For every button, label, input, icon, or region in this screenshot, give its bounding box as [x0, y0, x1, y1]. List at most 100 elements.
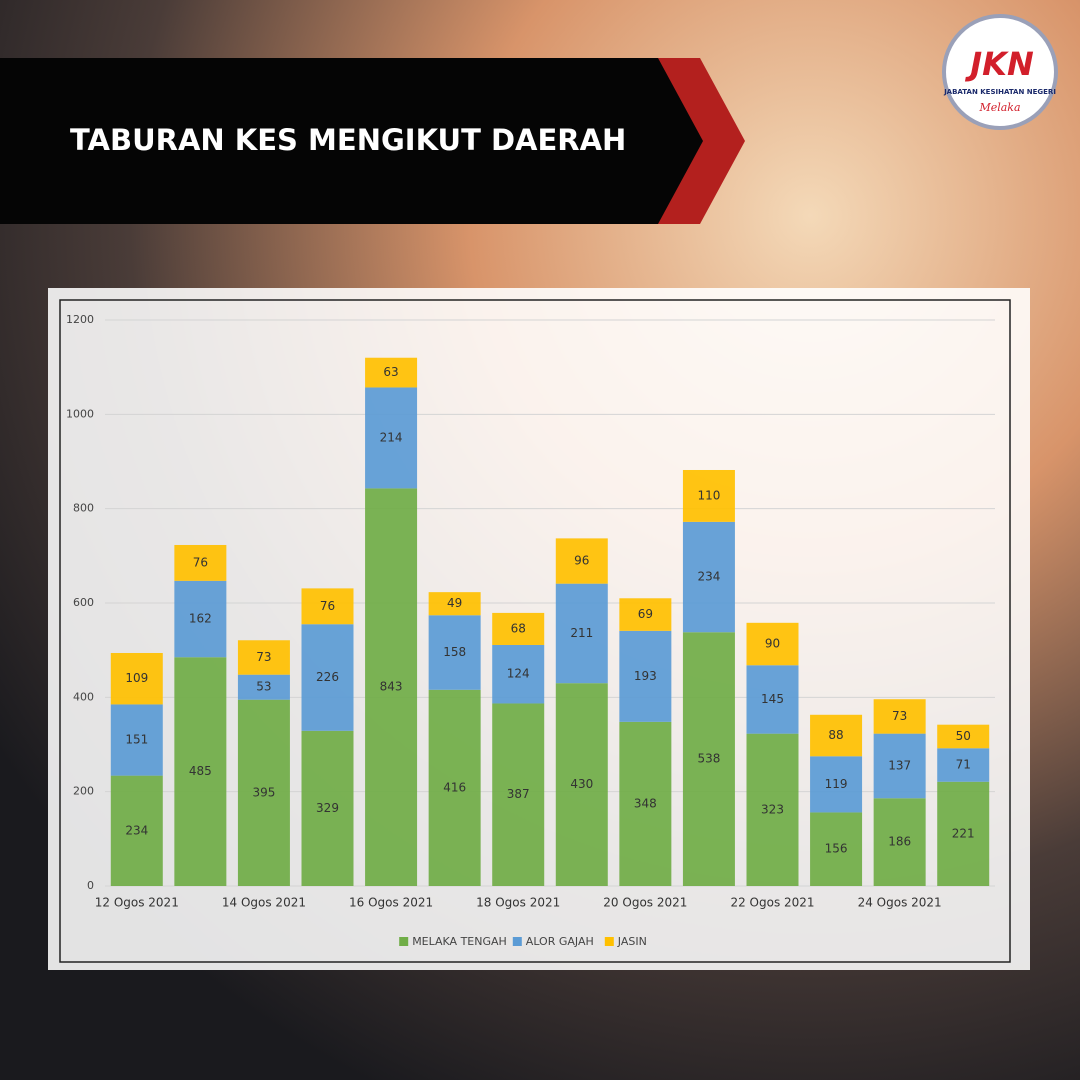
value-label: 109: [125, 671, 148, 685]
bar-segment: [174, 657, 227, 886]
value-label: 50: [956, 729, 971, 743]
bar-segment: [301, 588, 354, 625]
legend-swatch: [512, 937, 522, 946]
bar-segment: [619, 630, 672, 722]
value-label: 221: [952, 826, 975, 840]
value-label: 137: [888, 758, 911, 772]
value-label: 193: [634, 669, 657, 683]
bar-segment: [237, 699, 290, 886]
value-label: 49: [447, 596, 462, 610]
x-tick-label: 12 Ogos 2021: [95, 896, 179, 910]
bar-segment: [301, 730, 354, 886]
bar-segment: [937, 748, 990, 782]
bar-segment: [937, 724, 990, 749]
value-label: 158: [443, 645, 466, 659]
bar-segment: [174, 580, 227, 658]
value-label: 485: [189, 764, 212, 778]
legend-swatch: [399, 937, 409, 946]
logo-mark: JKN: [964, 45, 1034, 83]
logo-name: JABATAN KESIHATAN NEGERI: [943, 88, 1056, 96]
value-label: 387: [507, 787, 530, 801]
value-label: 156: [825, 842, 848, 856]
x-tick-label: 16 Ogos 2021: [349, 896, 433, 910]
value-label: 329: [316, 801, 339, 815]
bar-segment: [810, 756, 863, 813]
x-tick-label: 14 Ogos 2021: [222, 896, 306, 910]
bar-segment: [492, 644, 545, 704]
value-label: 843: [380, 680, 403, 694]
value-label: 323: [761, 802, 784, 816]
y-tick-label: 600: [73, 596, 94, 609]
bar-segment: [365, 488, 418, 886]
bar-segment: [365, 387, 418, 489]
value-label: 430: [570, 777, 593, 791]
bar-segment: [174, 544, 227, 581]
y-tick-label: 400: [73, 690, 94, 703]
x-tick-label: 20 Ogos 2021: [603, 896, 687, 910]
value-label: 145: [761, 692, 784, 706]
bar-segment: [937, 781, 990, 886]
value-label: 348: [634, 796, 657, 810]
legend-swatch: [604, 937, 614, 946]
legend-label: MELAKA TENGAH: [412, 935, 507, 948]
value-label: 110: [697, 488, 720, 502]
value-label: 69: [638, 607, 653, 621]
bar-segment: [365, 357, 418, 388]
value-label: 151: [125, 733, 148, 747]
logo: [942, 14, 1058, 130]
value-label: 71: [956, 758, 971, 772]
bar-segment: [619, 721, 672, 886]
value-label: 234: [697, 570, 720, 584]
value-label: 68: [511, 621, 526, 635]
logo-state: Melaka: [978, 101, 1020, 114]
value-label: 63: [383, 365, 398, 379]
value-label: 416: [443, 780, 466, 794]
bar-segment: [237, 640, 290, 675]
bar-segment: [492, 612, 545, 645]
title: TABURAN KES MENGIKUT DAERAH: [70, 123, 626, 157]
legend-label: JASIN: [617, 935, 647, 948]
bar-segment: [873, 798, 926, 886]
value-label: 53: [256, 680, 271, 694]
chart-border: [59, 299, 1011, 963]
bar-segment: [682, 469, 735, 522]
bar-segment: [555, 538, 608, 584]
bar-segment: [110, 652, 163, 705]
value-label: 395: [252, 785, 275, 799]
bar-segment: [301, 624, 354, 731]
bar-segment: [873, 699, 926, 734]
y-tick-label: 800: [73, 502, 94, 515]
y-tick-label: 0: [87, 879, 94, 892]
legend-label: ALOR GAJAH: [526, 935, 594, 948]
value-label: 90: [765, 637, 780, 651]
bar-segment: [492, 703, 545, 886]
bar-segment: [555, 683, 608, 886]
bar-segment: [619, 598, 672, 631]
bar-segment: [428, 592, 481, 616]
y-tick-label: 1200: [66, 313, 94, 326]
value-label: 162: [189, 612, 212, 626]
value-label: 538: [697, 752, 720, 766]
x-tick-label: 22 Ogos 2021: [730, 896, 814, 910]
bar-segment: [810, 812, 863, 886]
y-tick-label: 200: [73, 785, 94, 798]
value-label: 88: [828, 728, 843, 742]
value-label: 96: [574, 554, 589, 568]
bar-segment: [110, 704, 163, 776]
bar-segment: [110, 775, 163, 886]
bar-segment: [873, 733, 926, 799]
bar-segment: [746, 665, 799, 734]
value-label: 211: [570, 626, 593, 640]
value-label: 76: [193, 555, 208, 569]
x-tick-label: 18 Ogos 2021: [476, 896, 560, 910]
bar-segment: [428, 615, 481, 690]
bar-segment: [810, 714, 863, 757]
bar-segment: [555, 583, 608, 684]
x-tick-label: 24 Ogos 2021: [858, 896, 942, 910]
value-label: 214: [380, 430, 403, 444]
banner: [0, 58, 703, 224]
value-label: 186: [888, 835, 911, 849]
bar-segment: [428, 689, 481, 886]
value-label: 234: [125, 823, 148, 837]
